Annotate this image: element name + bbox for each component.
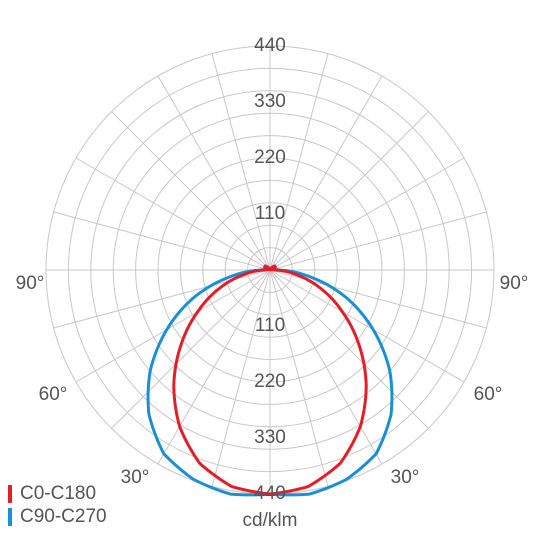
angle-label-right-30: 30° xyxy=(391,467,420,488)
legend-item-c0-c180: C0-C180 xyxy=(8,482,107,505)
legend-swatch-c0-c180 xyxy=(8,484,12,503)
radial-tick-label: 330 xyxy=(254,91,286,112)
legend-item-c90-c270: C90-C270 xyxy=(8,505,107,528)
legend-swatch-c90-c270 xyxy=(8,507,12,526)
intensity-curves xyxy=(146,264,394,497)
grid-ray xyxy=(269,75,383,271)
tick-labels: 110 110 220 220 330 330 440 440 90° 90° 60° 60° 30° 3… xyxy=(16,35,529,504)
radial-tick-label: 110 xyxy=(255,315,285,336)
radial-tick-label: 330 xyxy=(254,427,286,448)
grid-ray xyxy=(269,53,329,271)
grid-ray xyxy=(211,269,271,487)
unit-label: cd/klm xyxy=(242,510,298,531)
grid-ray xyxy=(269,269,465,383)
grid-ray xyxy=(75,269,271,383)
angle-label-left-60: 60° xyxy=(39,384,68,405)
legend: C0-C180 C90-C270 xyxy=(8,482,107,528)
grid-ray xyxy=(111,269,271,429)
grid-ray xyxy=(157,75,271,271)
series-curve-c0-c180 xyxy=(172,264,368,496)
legend-label-c0-c180: C0-C180 xyxy=(20,482,97,504)
grid-ray xyxy=(269,157,465,271)
angle-label-upper-right: 90° xyxy=(500,273,529,294)
radial-tick-label: 440 xyxy=(254,35,286,56)
radial-tick-label: 220 xyxy=(254,371,286,392)
angle-label-upper-left: 90° xyxy=(16,273,45,294)
grid-ray xyxy=(269,211,487,271)
radial-tick-label: 440 xyxy=(254,483,286,504)
angle-label-right-60: 60° xyxy=(474,384,503,405)
grid-ray xyxy=(157,269,271,465)
grid-ray xyxy=(269,269,383,465)
angle-label-left-30: 30° xyxy=(121,467,150,488)
radial-tick-label: 110 xyxy=(255,203,285,224)
polar-grid xyxy=(45,45,495,495)
grid-ray xyxy=(269,111,429,271)
legend-label-c90-c270: C90-C270 xyxy=(20,505,107,527)
grid-ray xyxy=(269,269,329,487)
radial-tick-label: 220 xyxy=(254,147,286,168)
grid-ray xyxy=(111,111,271,271)
grid-ray xyxy=(53,211,271,271)
grid-ray xyxy=(75,157,271,271)
grid-ray xyxy=(269,269,429,429)
grid-ray xyxy=(211,53,271,271)
